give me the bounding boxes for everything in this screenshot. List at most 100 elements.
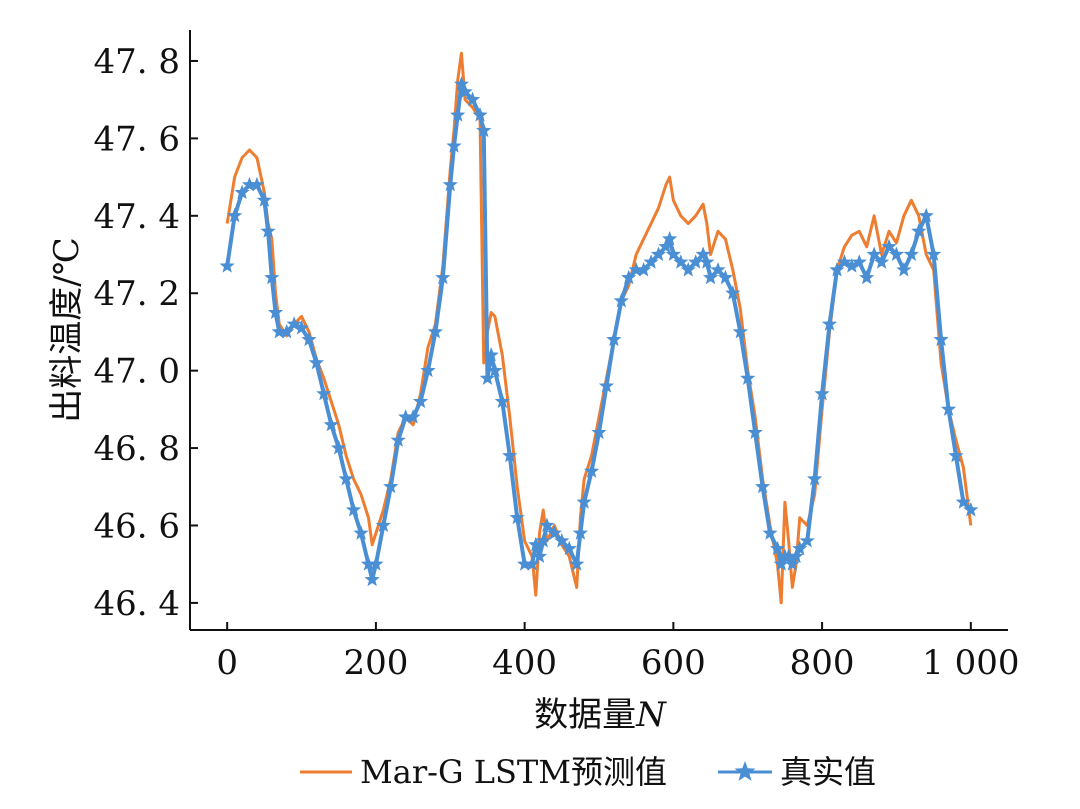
series-actual-point — [412, 393, 429, 409]
series-actual-point — [702, 269, 719, 285]
series-actual-point — [807, 471, 823, 486]
series-actual-point — [323, 416, 339, 432]
series-actual-point — [360, 556, 377, 571]
x-tick-label: 0 — [216, 643, 238, 683]
series-actual-point — [531, 548, 548, 563]
series-actual-point — [844, 258, 860, 273]
series-actual-point — [405, 409, 421, 424]
series-actual-point — [260, 223, 276, 238]
y-tick-label: 47. 6 — [93, 119, 180, 159]
series-actual-point — [331, 440, 347, 455]
series-actual-point — [673, 254, 689, 269]
marker-layer — [219, 76, 979, 587]
series-actual-point — [435, 269, 451, 285]
series-actual-point — [569, 556, 585, 571]
series-actual-point — [881, 238, 897, 254]
x-tick-label: 400 — [492, 643, 557, 683]
series-actual-point — [940, 401, 957, 416]
series-actual-point — [591, 424, 607, 440]
series-actual-point — [658, 238, 674, 254]
series-line-prediction — [225, 51, 973, 605]
series-actual-point — [888, 246, 905, 261]
series-actual-point — [524, 556, 540, 571]
series-actual-point — [754, 478, 771, 494]
series-actual-point — [375, 517, 391, 532]
legend: Mar-G LSTM预测值 真实值 — [300, 753, 876, 791]
series-actual-point — [464, 91, 481, 107]
series-actual-point — [583, 463, 600, 478]
series-actual-point — [621, 269, 637, 285]
series-actual-point — [494, 393, 510, 409]
series-actual-point — [628, 262, 644, 277]
series-actual-point — [963, 502, 979, 517]
series-actual-point — [476, 122, 492, 138]
series-actual-point — [390, 432, 406, 447]
series-actual-point — [264, 269, 280, 285]
series-actual-point — [732, 323, 748, 339]
series-actual-point — [859, 269, 875, 285]
series-actual-point — [918, 207, 934, 223]
series-actual-point — [420, 362, 436, 378]
series-actual-point — [598, 378, 615, 393]
series-actual-point — [398, 409, 414, 424]
series-actual-point — [457, 83, 473, 99]
series-actual-point — [814, 385, 830, 401]
series-actual-point — [446, 138, 462, 153]
y-tick-label: 47. 2 — [93, 274, 180, 314]
series-actual-point — [948, 447, 964, 463]
series-actual-point — [364, 571, 380, 587]
series-actual-point — [829, 262, 845, 277]
plot-area — [225, 51, 973, 605]
series-actual-point — [695, 246, 711, 261]
y-tick-label: 46. 8 — [93, 429, 180, 469]
series-actual-point — [241, 176, 258, 192]
series-actual-point — [710, 262, 726, 277]
series-actual-point — [353, 525, 369, 540]
series-actual-point — [896, 262, 912, 277]
x-tick-label: 800 — [790, 643, 855, 683]
series-actual-point — [926, 246, 942, 261]
legend-label-actual: 真实值 — [780, 753, 876, 791]
series-actual-point — [219, 258, 235, 273]
series-actual-point — [535, 532, 551, 548]
axes — [189, 30, 1008, 631]
series-actual-point — [271, 323, 287, 339]
series-actual-point — [572, 525, 589, 540]
series-actual-point — [851, 254, 867, 269]
y-tick-label: 46. 6 — [93, 506, 180, 546]
series-actual-point — [688, 254, 704, 269]
series-actual-point — [509, 509, 525, 525]
series-actual-point — [788, 548, 804, 563]
series-actual-point — [680, 262, 696, 277]
series-actual-point — [308, 354, 325, 370]
series-actual-point — [873, 254, 890, 269]
series-actual-point — [955, 494, 971, 509]
series-actual-point — [368, 556, 384, 571]
y-axis-title: 出料温度/℃ — [47, 237, 87, 423]
x-axis-title: 数据量N — [534, 695, 667, 735]
series-actual-point — [773, 556, 789, 571]
series-actual-point — [301, 331, 317, 347]
series-actual-point — [781, 548, 797, 563]
series-actual-point — [487, 362, 503, 378]
series-actual-point — [453, 76, 470, 91]
series-actual-point — [911, 223, 927, 238]
series-actual-point — [345, 502, 362, 517]
x-tick-label: 200 — [343, 643, 408, 683]
y-tick-label: 47. 8 — [93, 42, 180, 82]
series-actual-point — [576, 494, 592, 509]
series-actual-point — [316, 385, 332, 401]
series-actual-point — [539, 517, 555, 532]
series-actual-point — [769, 540, 786, 556]
series-actual-point — [836, 254, 853, 269]
series-actual-point — [665, 246, 681, 261]
y-tick-label: 46. 4 — [93, 584, 180, 624]
series-actual-point — [483, 347, 499, 362]
x-tick-label: 1 000 — [922, 643, 1019, 683]
series-actual-point — [293, 320, 310, 335]
series-actual-point — [286, 316, 302, 331]
series-actual-point — [256, 192, 272, 207]
x-ticks: 0 200 400 600 800 1 000 — [216, 622, 1019, 683]
series-actual-point — [740, 370, 756, 385]
y-ticks: 46. 4 46. 6 46. 8 47. 0 47. 2 47. 4 47. 6 47. 8 — [93, 42, 198, 624]
